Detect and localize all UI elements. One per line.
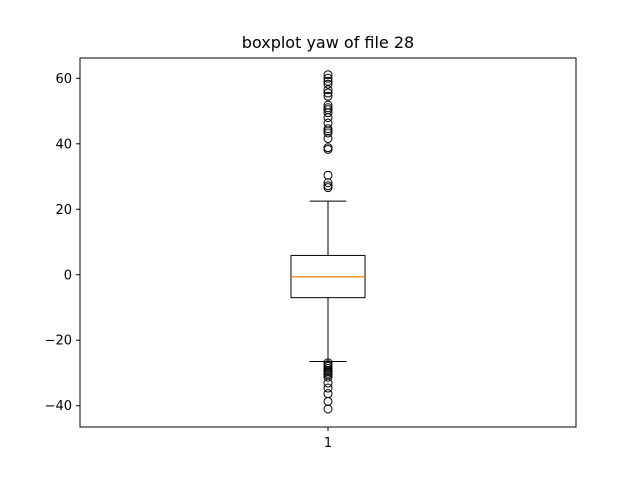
outlier-point (323, 76, 333, 86)
outlier-point (323, 134, 333, 144)
outliers-group (323, 70, 333, 414)
outlier-point (323, 79, 333, 89)
y-tick-label: 40 (55, 137, 72, 152)
outlier-point (323, 128, 333, 138)
outlier-point (323, 108, 333, 118)
outlier-point (323, 383, 333, 393)
chart-title: boxplot yaw of file 28 (242, 33, 414, 52)
outlier-point (323, 144, 333, 154)
outlier-point (323, 88, 333, 98)
outlier-point (323, 183, 333, 193)
outlier-point (323, 389, 333, 399)
outlier-point (323, 396, 333, 406)
y-tick-label: −20 (45, 334, 72, 349)
y-tick-label: 60 (55, 72, 72, 87)
outlier-point (323, 178, 333, 188)
outlier-point (323, 85, 333, 95)
x-tick-label: 1 (324, 436, 332, 451)
y-tick-label: 0 (64, 268, 72, 283)
outlier-point (323, 170, 333, 180)
outlier-point (323, 378, 333, 388)
outlier-point (323, 372, 333, 382)
y-tick-label: 20 (55, 203, 72, 218)
outlier-point (323, 70, 333, 80)
outlier-point (323, 113, 333, 123)
outlier-point (323, 404, 333, 414)
outlier-point (323, 124, 333, 134)
box-group (290, 200, 366, 363)
x-axis: 1 (324, 427, 332, 451)
outlier-point (323, 91, 333, 101)
outlier-point (323, 73, 333, 83)
y-tick-label: −40 (45, 399, 72, 414)
y-axis: −40 −20 0 20 40 60 (45, 72, 80, 414)
